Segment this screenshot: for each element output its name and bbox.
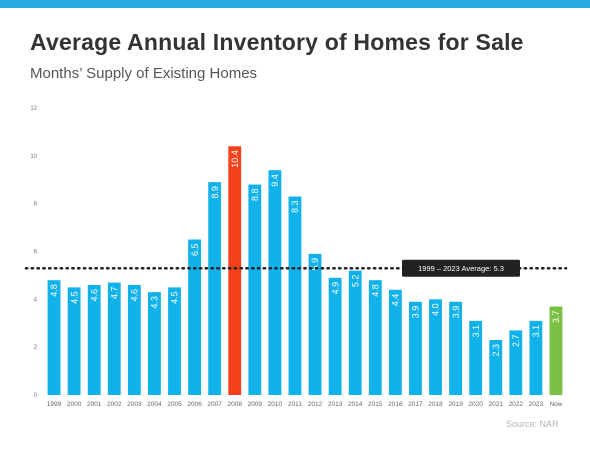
bar-2003 — [127, 284, 141, 395]
bar-2010 — [268, 170, 282, 395]
chart-subtitle: Months’ Supply of Existing Homes — [30, 65, 258, 82]
bar-value-label: 8.3 — [290, 200, 300, 213]
bar-2018 — [429, 299, 442, 395]
bar-2014 — [348, 270, 362, 395]
bar-value-label: 3.7 — [551, 311, 561, 324]
bar-value-label: 6.5 — [190, 244, 200, 257]
x-tick-label: 2018 — [428, 401, 443, 408]
bar-2017 — [409, 301, 422, 395]
bar-value-label: 4.9 — [330, 282, 340, 295]
bar-value-label: 2.3 — [491, 344, 501, 357]
x-tick-label: 2005 — [167, 401, 182, 408]
chart-title: Average Annual Inventory of Homes for Sa… — [30, 29, 524, 55]
x-tick-label: 2002 — [107, 401, 122, 408]
x-tick-label: 2007 — [207, 401, 222, 408]
x-tick-label: 2006 — [187, 401, 202, 408]
bar-value-label: 3.9 — [411, 306, 421, 319]
x-axis: 1999 2000 2001 2002 2003 2004 2005 2006 2007 2008… — [47, 401, 563, 408]
bar-2011 — [288, 196, 302, 395]
x-tick-label: 2017 — [408, 401, 423, 408]
x-tick-label: 2012 — [308, 401, 323, 408]
y-tick-label: 8 — [34, 202, 38, 208]
x-tick-label: 2023 — [529, 401, 544, 408]
bar-value-label: 5.2 — [350, 275, 360, 288]
bar-2005 — [168, 287, 181, 396]
bar-2012 — [308, 253, 322, 395]
x-tick-label: 2020 — [468, 401, 483, 408]
bar-2015 — [368, 280, 382, 395]
x-tick-label: 2003 — [127, 401, 142, 408]
x-tick-label: 2010 — [268, 401, 283, 408]
x-tick-label: 2001 — [87, 401, 102, 408]
x-tick-label: 2019 — [448, 401, 463, 408]
y-tick-label: 12 — [30, 106, 37, 112]
bar-value-label: 5.9 — [310, 258, 320, 271]
x-tick-label: 2004 — [147, 401, 162, 408]
bar-2020 — [469, 320, 483, 395]
top-accent-bar — [0, 0, 590, 8]
bar-2007 — [208, 182, 222, 395]
bar-2021 — [489, 339, 503, 395]
bar-2013 — [328, 277, 342, 395]
bar-2002 — [107, 282, 121, 395]
bar-2009 — [248, 184, 262, 395]
bar-2019 — [449, 301, 462, 395]
bar-value-label: 4.5 — [170, 291, 180, 304]
bar-value-label: 10.4 — [230, 150, 240, 168]
average-label: 1999 – 2023 Average: 5.3 — [418, 264, 504, 273]
bar-value-label: 3.1 — [471, 325, 481, 338]
average-annotation: 1999 – 2023 Average: 5.3 — [24, 259, 568, 277]
x-tick-label: 2009 — [248, 401, 263, 408]
bar-now — [549, 306, 563, 395]
x-tick-label: 2013 — [328, 401, 343, 408]
y-tick-label: 6 — [34, 250, 38, 256]
y-tick-label: 4 — [34, 297, 38, 303]
x-tick-label: 2008 — [227, 401, 242, 408]
bar-value-label: 8.9 — [210, 186, 220, 199]
bars: 4.8 4.5 4.6 4.7 4.6 4.3 4.5 6.5 8.9 10.4 8.8 9.4 8.3… — [47, 146, 563, 396]
bar-2001 — [87, 284, 101, 395]
x-tick-label: 2015 — [368, 401, 383, 408]
bar-value-label: 8.8 — [250, 189, 260, 202]
bar-2022 — [509, 330, 523, 395]
bar-value-label: 4.0 — [431, 303, 441, 316]
bar-1999 — [47, 280, 61, 395]
bar-value-label: 4.5 — [69, 291, 79, 304]
y-axis: 0 2 4 6 8 10 12 — [30, 106, 37, 399]
bar-value-label: 4.7 — [109, 287, 119, 300]
x-tick-label: 2000 — [67, 401, 82, 408]
x-tick-label: 2021 — [488, 401, 503, 408]
bar-value-label: 3.9 — [451, 306, 461, 319]
y-tick-label: 2 — [34, 345, 38, 351]
bar-value-label: 4.6 — [89, 289, 99, 302]
bar-value-label: 4.3 — [150, 296, 160, 309]
bar-value-label: 4.8 — [49, 284, 59, 297]
bar-2006 — [188, 239, 201, 395]
bar-value-label: 3.1 — [531, 325, 541, 338]
x-tick-label: 2011 — [288, 401, 302, 408]
y-tick-label: 10 — [30, 154, 37, 160]
bar-2023 — [529, 320, 543, 395]
bar-2008 — [228, 146, 242, 395]
x-tick-label: 1999 — [47, 401, 62, 408]
x-tick-label: 2022 — [509, 401, 524, 408]
x-tick-label: Now — [549, 401, 562, 408]
bar-value-label: 9.4 — [270, 174, 280, 187]
bar-2004 — [148, 292, 161, 395]
bar-2000 — [67, 287, 81, 396]
bar-value-label: 4.4 — [391, 294, 401, 307]
x-tick-label: 2014 — [348, 401, 363, 408]
source-note: Source: NAR — [506, 419, 559, 429]
y-tick-label: 0 — [34, 393, 38, 399]
bar-2016 — [388, 289, 402, 395]
x-tick-label: 2016 — [388, 401, 403, 408]
bar-value-label: 2.7 — [511, 334, 521, 347]
average-label-box — [402, 259, 520, 277]
bar-value-label: 4.6 — [130, 289, 140, 302]
bar-value-label: 4.8 — [370, 284, 380, 297]
